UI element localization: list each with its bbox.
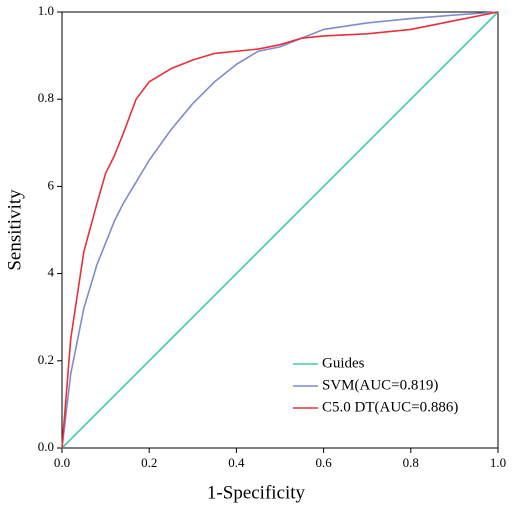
y-tick-label: 0.2 <box>38 352 54 367</box>
line-series <box>61 11 499 449</box>
y-tick-label: 1.0 <box>38 3 54 18</box>
legend-label: SVM(AUC=0.819) <box>322 377 438 393</box>
legend-label: Guides <box>322 355 365 371</box>
y-tick-label: 0.8 <box>38 90 54 105</box>
x-tick-label: 0.8 <box>403 455 419 470</box>
x-axis-label: 1-Specificity <box>207 482 306 503</box>
x-tick-label: 0.4 <box>228 455 245 470</box>
y-axis-label: Sensitivity <box>4 189 25 271</box>
line-series <box>61 11 499 449</box>
y-tick-label: 0.0 <box>38 439 54 454</box>
x-tick-label: 1.0 <box>490 455 506 470</box>
x-tick-label: 0.2 <box>141 455 157 470</box>
x-tick-label: 0.6 <box>315 455 332 470</box>
y-tick-label: 6 <box>48 177 55 192</box>
y-tick-label: 4 <box>48 265 55 280</box>
legend-label: C5.0 DT(AUC=0.886) <box>322 399 458 415</box>
line-series <box>61 11 499 449</box>
x-tick-label: 0.0 <box>54 455 70 470</box>
